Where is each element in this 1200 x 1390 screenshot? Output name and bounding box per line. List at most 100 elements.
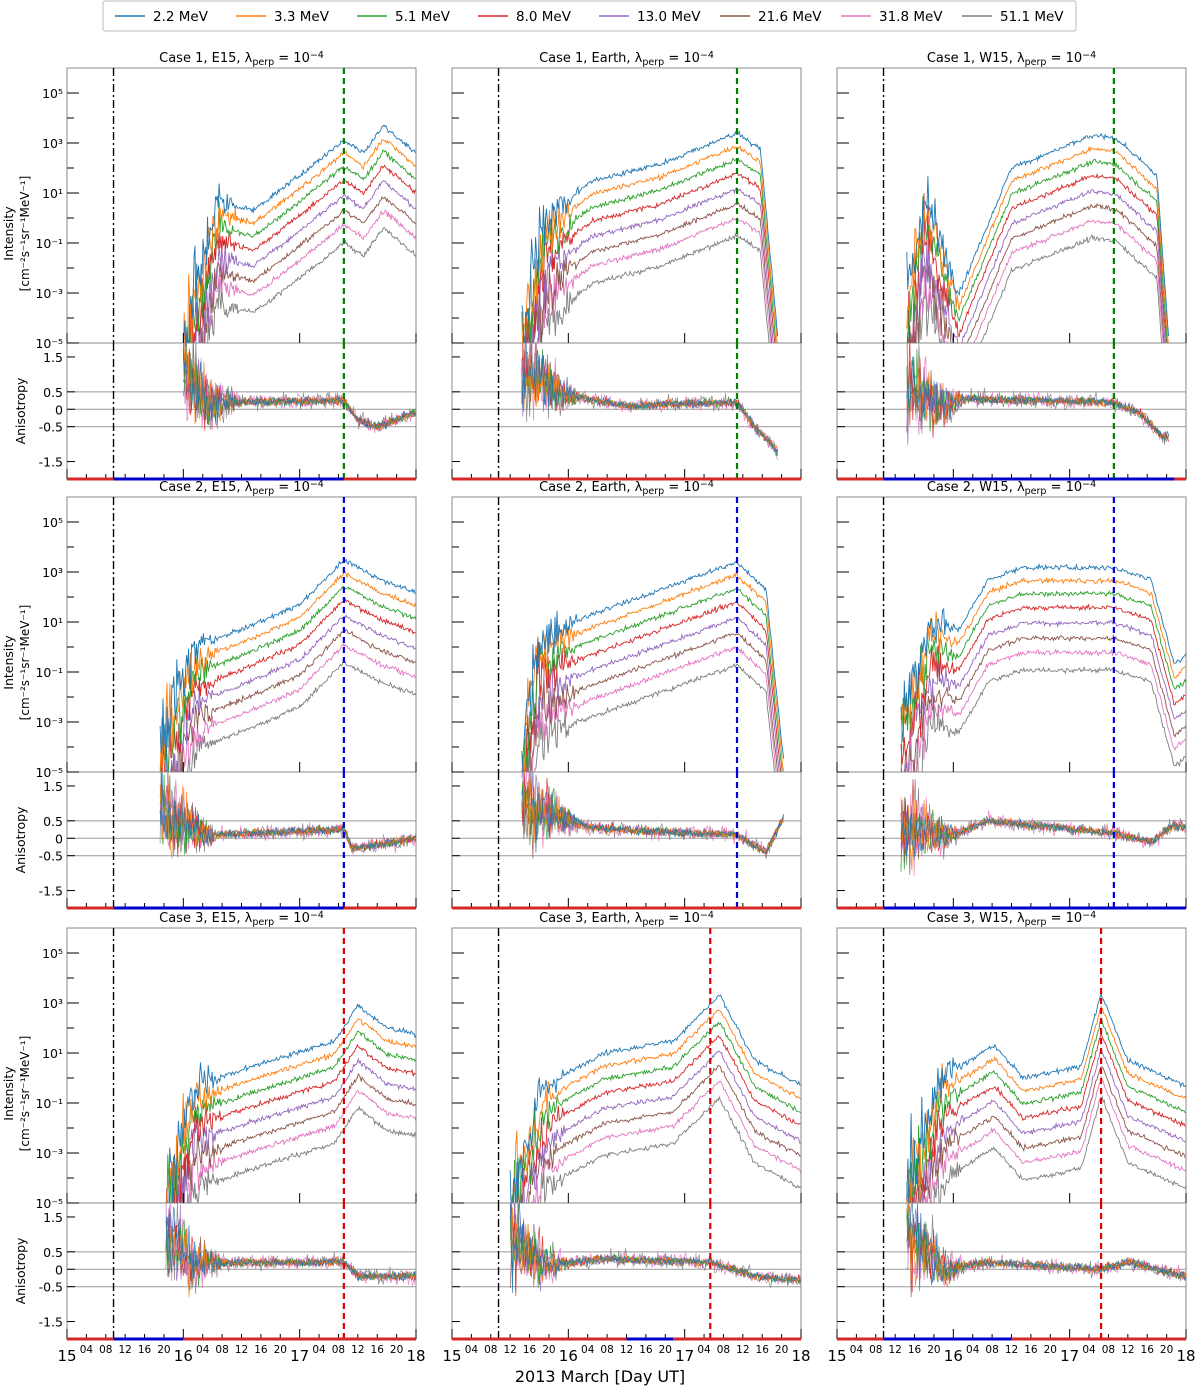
intensity-series <box>159 556 416 772</box>
intensity-axis-label: Intensity <box>1 635 16 690</box>
anisotropy-line-51.1MeV <box>510 1203 801 1293</box>
intensity-line-5.1MeV <box>166 1030 416 1203</box>
intensity-line-2.2MeV <box>521 561 785 772</box>
intensity-line-51.1MeV <box>534 662 775 772</box>
intensity-line-13MeV <box>521 186 774 343</box>
intensity-line-13MeV <box>912 1047 1186 1203</box>
x-minor-tick-label: 20 <box>1044 1344 1057 1356</box>
anisotropy-series <box>67 772 416 859</box>
anisotropy-line-31.8MeV <box>521 772 784 852</box>
anisotropy-line-51.1MeV <box>900 778 1186 869</box>
intensity-tick-label: 10⁻³ <box>35 1146 63 1161</box>
intensity-line-51.1MeV <box>929 1095 1186 1203</box>
x-minor-tick-label: 08 <box>985 1344 998 1356</box>
anisotropy-line-2.2MeV <box>906 356 1169 440</box>
intensity-line-2.2MeV <box>168 1003 416 1203</box>
anisotropy-axes-frame <box>451 1202 802 1340</box>
x-major-tick-label: 18 <box>406 1347 425 1365</box>
intensity-line-3.3MeV <box>183 139 416 343</box>
intensity-line-8MeV <box>906 1032 1186 1203</box>
x-minor-tick-label: 12 <box>503 1344 516 1356</box>
x-minor-tick-label: 08 <box>600 1344 613 1356</box>
intensity-line-8MeV <box>160 597 416 772</box>
anisotropy-tick-label: -1.5 <box>39 455 63 470</box>
intensity-line-5.1MeV <box>185 149 416 343</box>
panel-2: Case 1, Earth, λperp = 10−4 <box>451 50 802 481</box>
anisotropy-line-2.2MeV <box>900 805 1186 861</box>
panel-title: Case 1, W15, λperp = 10−4 <box>927 50 1096 68</box>
intensity-axes-frame <box>66 927 417 1204</box>
anisotropy-line-3.3MeV <box>182 343 416 431</box>
intensity-line-21.6MeV <box>906 203 1165 343</box>
x-minor-tick-label: 16 <box>371 1344 385 1356</box>
intensity-line-31.8MeV <box>909 219 1164 343</box>
intensity-tick-label: 10⁻¹ <box>35 236 63 251</box>
intensity-series <box>900 562 1186 772</box>
intensity-axes-frame <box>451 496 802 773</box>
x-minor-tick-label: 04 <box>312 1344 326 1356</box>
x-major-tick-label: 15 <box>57 1347 76 1365</box>
intensity-line-8MeV <box>517 1035 801 1203</box>
x-minor-tick-label: 04 <box>196 1344 210 1356</box>
intensity-tick-label: 10¹ <box>42 1046 63 1061</box>
intensity-series <box>521 129 779 343</box>
panel-title: Case 3, Earth, λperp = 10−4 <box>539 910 714 928</box>
intensity-line-2.2MeV <box>182 124 416 343</box>
anisotropy-line-2.2MeV <box>521 772 784 854</box>
intensity-axes-frame <box>836 67 1187 344</box>
intensity-line-3.3MeV <box>521 145 778 343</box>
intensity-line-21.6MeV <box>527 201 773 343</box>
x-minor-tick-label: 12 <box>1005 1344 1018 1356</box>
anisotropy-line-2.2MeV <box>509 1203 801 1294</box>
anisotropy-tick-label: 0.5 <box>43 385 63 400</box>
anisotropy-tick-label: 1.5 <box>43 779 63 794</box>
anisotropy-line-21.6MeV <box>906 1203 1186 1298</box>
panel-7: Case 3, E15, λperp = 10−4 10⁻⁵ 10⁻³ 10⁻¹ 10¹… <box>1 910 426 1365</box>
anisotropy-series <box>452 772 801 860</box>
x-minor-tick-label: 12 <box>118 1344 131 1356</box>
x-minor-tick-label: 16 <box>756 1344 770 1356</box>
anisotropy-series <box>452 343 801 460</box>
panel-title: Case 2, E15, λperp = 10−4 <box>159 479 324 497</box>
x-minor-tick-label: 04 <box>850 1344 864 1356</box>
intensity-line-2.2MeV <box>900 562 1186 743</box>
intensity-tick-label: 10³ <box>42 565 63 580</box>
intensity-axes-frame <box>451 927 802 1204</box>
x-minor-tick-label: 12 <box>235 1344 248 1356</box>
anisotropy-tick-label: 0.5 <box>43 1245 63 1260</box>
panel-4: Case 2, E15, λperp = 10−4 10⁻⁵ 10⁻³ 10⁻¹ 10¹… <box>1 479 417 910</box>
x-minor-tick-label: 16 <box>523 1344 537 1356</box>
legend-label-0: 2.2 MeV <box>153 9 209 25</box>
anisotropy-line-2.2MeV <box>521 343 779 453</box>
legend-label-6: 31.8 MeV <box>879 9 943 25</box>
x-minor-tick-label: 04 <box>1082 1344 1096 1356</box>
intensity-line-21.6MeV <box>907 1066 1186 1203</box>
x-minor-tick-label: 04 <box>966 1344 980 1356</box>
panel-title: Case 2, W15, λperp = 10−4 <box>927 479 1096 497</box>
intensity-tick-label: 10⁵ <box>42 515 63 530</box>
x-minor-tick-label: 04 <box>581 1344 595 1356</box>
intensity-line-2.2MeV <box>509 994 801 1203</box>
intensity-line-13MeV <box>165 1057 416 1203</box>
intensity-line-2.2MeV <box>906 992 1186 1203</box>
intensity-line-21.6MeV <box>904 634 1186 772</box>
anisotropy-tick-label: 1.5 <box>43 1210 63 1225</box>
intensity-line-5.1MeV <box>900 590 1186 772</box>
legend-frame <box>102 0 1077 32</box>
intensity-series <box>521 561 785 772</box>
intensity-line-3.3MeV <box>166 1018 416 1203</box>
x-minor-tick-label: 20 <box>659 1344 672 1356</box>
anisotropy-line-5.1MeV <box>165 1219 416 1288</box>
x-minor-tick-label: 20 <box>927 1344 940 1356</box>
intensity-line-8MeV <box>184 164 416 343</box>
anisotropy-line-2.2MeV <box>159 772 416 857</box>
intensity-tick-label: 10⁻³ <box>35 286 63 301</box>
anisotropy-tick-label: 0 <box>55 402 63 417</box>
intensity-line-5.1MeV <box>907 158 1168 343</box>
x-minor-tick-label: 20 <box>390 1344 403 1356</box>
intensity-tick-label: 10⁻⁵ <box>35 765 63 780</box>
anisotropy-line-31.8MeV <box>906 1205 1186 1287</box>
panel-5: Case 2, Earth, λperp = 10−4 <box>451 479 802 910</box>
intensity-line-5.1MeV <box>521 585 783 772</box>
